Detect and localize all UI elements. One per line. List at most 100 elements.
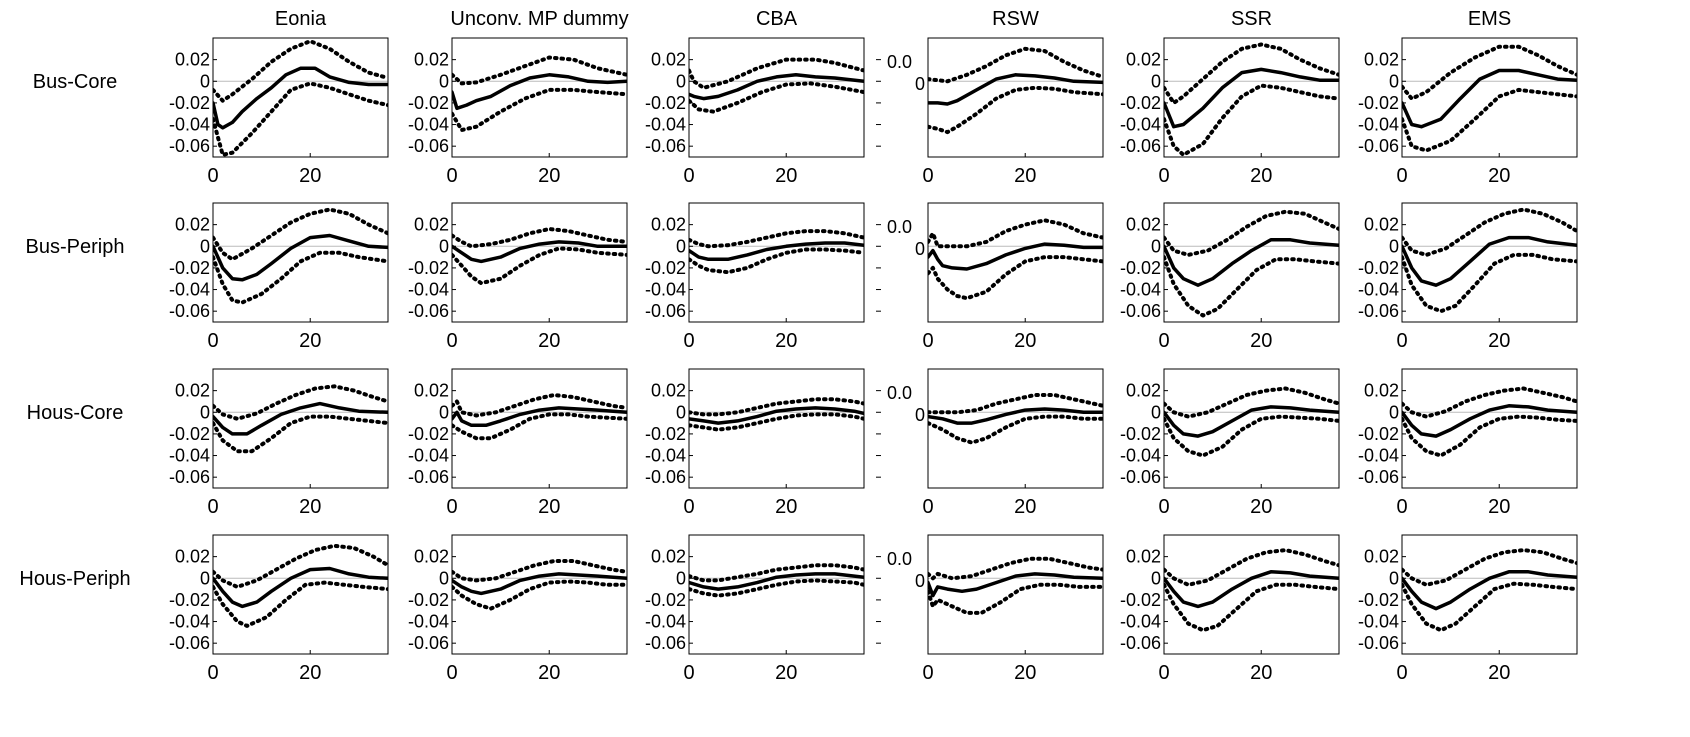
x-tick-label: 20 bbox=[538, 662, 560, 684]
column-title: RSW bbox=[992, 8, 1039, 30]
y-tick-label: -0.04 bbox=[645, 446, 686, 466]
y-tick-label: -0.04 bbox=[169, 115, 210, 135]
median-line bbox=[928, 407, 1103, 425]
panel: 0.020-0.02-0.04-0.060 20 bbox=[1358, 202, 1578, 352]
lower-band-line bbox=[928, 582, 1103, 615]
y-tick-label: -0.02 bbox=[1358, 258, 1399, 278]
lower-band-line bbox=[1402, 581, 1577, 633]
x-tick-label: 0 bbox=[1396, 330, 1407, 352]
y-tick-label: -0.04 bbox=[1120, 280, 1161, 300]
y-tick-label: -0.02 bbox=[408, 424, 449, 444]
panel-frame bbox=[688, 202, 865, 323]
panel: 0.020-0.02-0.04-0.060 20 bbox=[645, 37, 865, 187]
panel-frame bbox=[688, 37, 865, 158]
y-tick-label: 0.02 bbox=[1364, 215, 1399, 235]
lower-band-line bbox=[1164, 582, 1339, 633]
panel-frame bbox=[927, 202, 1104, 323]
y-tick-label: -0.02 bbox=[169, 93, 210, 113]
column-title: Unconv. MP dummy bbox=[450, 8, 628, 30]
y-tick-label: 0 bbox=[915, 405, 925, 425]
y-tick-label: -0.02 bbox=[1120, 590, 1161, 610]
y-tick-label: -0.02 bbox=[645, 93, 686, 113]
x-tick-label: 0 bbox=[922, 330, 933, 352]
x-tick-label: 0 bbox=[922, 165, 933, 187]
y-tick-label: -0.02 bbox=[1358, 590, 1399, 610]
x-tick-label: 20 bbox=[299, 662, 321, 684]
lower-band-line bbox=[213, 250, 388, 305]
lower-band-line bbox=[928, 414, 1103, 445]
lower-band-line bbox=[452, 579, 627, 611]
x-tick-label: 0 bbox=[1158, 496, 1169, 518]
x-tick-label: 20 bbox=[1488, 330, 1510, 352]
median-line bbox=[213, 233, 388, 282]
y-tick-label: -0.04 bbox=[408, 612, 449, 632]
x-tick-label: 0 bbox=[207, 662, 218, 684]
x-tick-label: 20 bbox=[1014, 662, 1036, 684]
panel: 0.020-0.02-0.04-0.060 20 bbox=[408, 37, 628, 187]
x-tick-label: 0 bbox=[446, 662, 457, 684]
upper-band-line bbox=[1402, 386, 1577, 419]
x-tick-label: 0 bbox=[1396, 165, 1407, 187]
y-tick-label: -0.02 bbox=[169, 258, 210, 278]
y-tick-label: 0 bbox=[915, 74, 925, 94]
y-tick-label: 0 bbox=[676, 236, 686, 256]
panel: 0.020-0.02-0.04-0.060 20 bbox=[169, 202, 389, 352]
y-tick-label: 0.0 bbox=[887, 217, 912, 237]
y-tick-label: 0 bbox=[676, 568, 686, 588]
panel-frame bbox=[688, 534, 865, 655]
column-title: SSR bbox=[1231, 8, 1272, 30]
x-tick-label: 20 bbox=[299, 330, 321, 352]
y-tick-label: -0.06 bbox=[645, 467, 686, 487]
panel: 0.000 20 bbox=[876, 368, 1104, 518]
y-tick-label: -0.06 bbox=[1358, 301, 1399, 321]
panel-frame bbox=[927, 37, 1104, 158]
y-tick-label: 0.0 bbox=[887, 549, 912, 569]
y-tick-label: 0.02 bbox=[651, 215, 686, 235]
y-tick-label: 0.02 bbox=[414, 381, 449, 401]
upper-band-line bbox=[689, 397, 864, 417]
x-tick-label: 0 bbox=[1158, 662, 1169, 684]
y-tick-label: -0.02 bbox=[645, 424, 686, 444]
panel: 0.020-0.02-0.04-0.060 20 bbox=[645, 534, 865, 684]
x-tick-label: 20 bbox=[775, 496, 797, 518]
y-tick-label: -0.04 bbox=[1120, 115, 1161, 135]
upper-band-line bbox=[689, 563, 864, 583]
y-tick-label: 0 bbox=[1151, 402, 1161, 422]
panel-frame bbox=[451, 202, 628, 323]
y-tick-label: -0.04 bbox=[408, 115, 449, 135]
panel: 0.020-0.02-0.04-0.060 20 bbox=[169, 368, 389, 518]
x-tick-label: 20 bbox=[1014, 330, 1036, 352]
y-tick-label: 0 bbox=[439, 71, 449, 91]
panel-frame bbox=[1163, 37, 1340, 158]
panel: 0.020-0.02-0.04-0.060 20 bbox=[1120, 37, 1340, 187]
upper-band-line bbox=[689, 229, 864, 249]
y-tick-label: -0.02 bbox=[1358, 93, 1399, 113]
median-line bbox=[928, 242, 1103, 271]
upper-band-line bbox=[452, 559, 627, 583]
x-tick-label: 20 bbox=[775, 662, 797, 684]
panel-frame bbox=[451, 534, 628, 655]
lower-band-line bbox=[1402, 87, 1577, 153]
panel: 0.020-0.02-0.04-0.060 20 bbox=[1358, 37, 1578, 187]
lower-band-line bbox=[689, 412, 864, 432]
y-tick-label: 0.02 bbox=[1126, 50, 1161, 70]
lower-band-line bbox=[689, 578, 864, 598]
panel-frame bbox=[1401, 534, 1578, 655]
upper-band-line bbox=[928, 556, 1103, 581]
upper-band-line bbox=[452, 227, 627, 249]
panel-frame bbox=[1401, 37, 1578, 158]
x-tick-label: 0 bbox=[207, 165, 218, 187]
y-tick-label: -0.06 bbox=[1358, 467, 1399, 487]
panel-frame bbox=[212, 534, 389, 655]
y-tick-label: 0 bbox=[439, 236, 449, 256]
median-line bbox=[213, 401, 388, 436]
panel-frame bbox=[451, 37, 628, 158]
x-tick-label: 20 bbox=[538, 165, 560, 187]
x-tick-label: 0 bbox=[446, 165, 457, 187]
panel: 0.020-0.02-0.04-0.060 20 bbox=[408, 368, 628, 518]
lower-band-line bbox=[213, 580, 388, 628]
y-tick-label: -0.04 bbox=[1120, 612, 1161, 632]
panel: 0.000 20 bbox=[876, 202, 1104, 352]
upper-band-line bbox=[213, 384, 388, 421]
y-tick-label: -0.06 bbox=[1120, 467, 1161, 487]
